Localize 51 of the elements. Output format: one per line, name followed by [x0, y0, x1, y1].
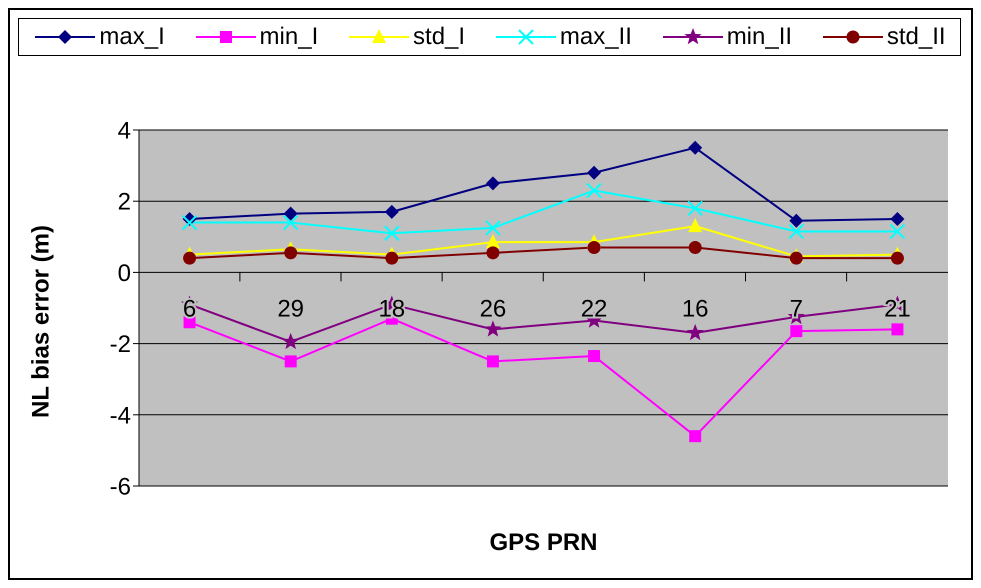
y-tick-label: 0: [118, 260, 131, 287]
point: [588, 350, 600, 362]
point: [282, 214, 299, 231]
point: [282, 332, 300, 350]
point: [688, 140, 702, 155]
legend-label: min_II: [726, 23, 792, 51]
legend-label: std_I: [413, 23, 466, 51]
x-axis-title: GPS PRN: [489, 529, 598, 556]
point: [484, 220, 501, 236]
legend-label: max_I: [99, 23, 165, 51]
legend-label: std_II: [886, 23, 946, 51]
point: [486, 246, 500, 260]
x-tick-label: 22: [580, 295, 608, 322]
point: [788, 223, 804, 240]
point: [890, 252, 904, 265]
point: [384, 204, 399, 219]
y-tick-label: -6: [110, 474, 131, 501]
y-tick-label: -4: [110, 402, 131, 430]
point: [486, 355, 499, 368]
point: [686, 324, 704, 340]
point: [183, 252, 196, 265]
point: [284, 206, 298, 221]
y-tick-label: 2: [118, 188, 131, 216]
point: [789, 214, 804, 228]
point: [284, 355, 297, 368]
point: [889, 223, 906, 240]
point: [284, 246, 298, 260]
point: [586, 182, 602, 199]
point: [891, 323, 904, 336]
x-tick-label: 16: [682, 295, 709, 322]
point: [384, 225, 400, 242]
point: [687, 200, 704, 216]
y-tick-label: 4: [118, 118, 131, 145]
point: [484, 320, 502, 337]
point: [587, 166, 602, 180]
point: [385, 252, 398, 265]
legend-label: min_I: [260, 23, 318, 51]
point: [890, 212, 904, 226]
point: [790, 252, 803, 265]
point: [689, 430, 702, 442]
y-axis-title: NL bias error (m): [28, 225, 55, 418]
point: [688, 218, 702, 232]
legend-label: max_II: [560, 23, 632, 51]
x-tick-label: 26: [480, 295, 506, 322]
point: [182, 214, 198, 231]
x-tick-label: 29: [277, 295, 304, 322]
point: [486, 176, 500, 190]
y-tick-label: -2: [110, 331, 131, 358]
point: [790, 325, 802, 338]
point: [588, 240, 601, 254]
point: [688, 240, 702, 254]
